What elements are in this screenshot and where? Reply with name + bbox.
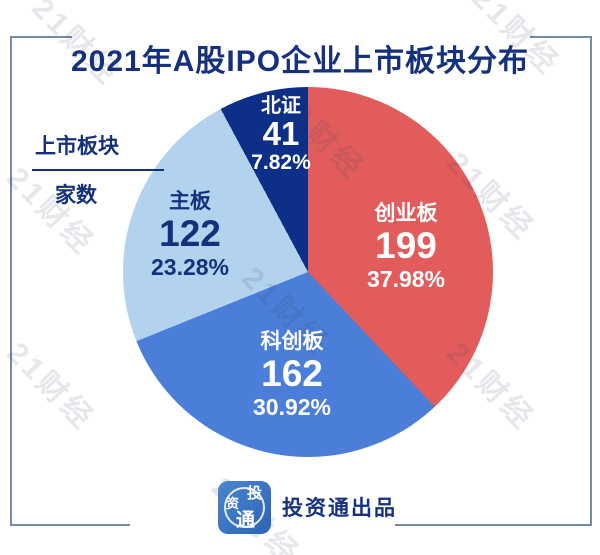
slice-label-star-market: 科创板 162 30.92%	[253, 329, 331, 421]
frame-line-right	[590, 36, 592, 525]
slice-percent: 30.92%	[252, 394, 332, 420]
credit-text: 投资通出品	[282, 497, 397, 520]
slice-percent: 23.28%	[150, 254, 230, 280]
slice-value: 41	[262, 115, 300, 152]
slice-name: 北证	[260, 95, 301, 117]
logo-char: 资	[226, 496, 240, 511]
slice-value: 122	[159, 213, 221, 254]
logo-char: 投	[246, 485, 262, 502]
frame-line-left	[10, 36, 12, 525]
slice-name: 主板	[168, 190, 211, 213]
slice-name: 科创板	[260, 330, 324, 353]
page-title: 2021年A股IPO企业上市板块分布	[70, 45, 530, 79]
frame-line-bottom-left	[10, 524, 130, 526]
slice-value: 162	[261, 353, 323, 394]
watermark: 21财经	[0, 336, 101, 438]
slice-value: 199	[375, 225, 437, 266]
frame-line-top-left	[10, 36, 72, 38]
slice-percent: 7.82%	[251, 151, 311, 174]
slice-label-main-board: 主板 122 23.28%	[151, 189, 229, 281]
logo-ring	[224, 487, 265, 528]
side-label-numerator: 上市板块	[32, 130, 164, 171]
pie-chart	[123, 87, 493, 457]
frame-line-bottom-right	[395, 524, 592, 526]
logo-char: 通	[236, 510, 256, 531]
side-label: 上市板块 家数	[32, 130, 164, 209]
side-label-denominator: 家数	[55, 184, 97, 207]
touzitong-logo-icon: 投 资 通	[218, 481, 271, 534]
slice-name: 创业板	[374, 202, 438, 225]
slice-percent: 37.98%	[366, 266, 446, 292]
frame-line-top-right	[530, 36, 592, 38]
slice-label-bse: 北证 41 7.82%	[251, 95, 311, 174]
slice-label-chinext: 创业板 199 37.98%	[367, 201, 445, 293]
